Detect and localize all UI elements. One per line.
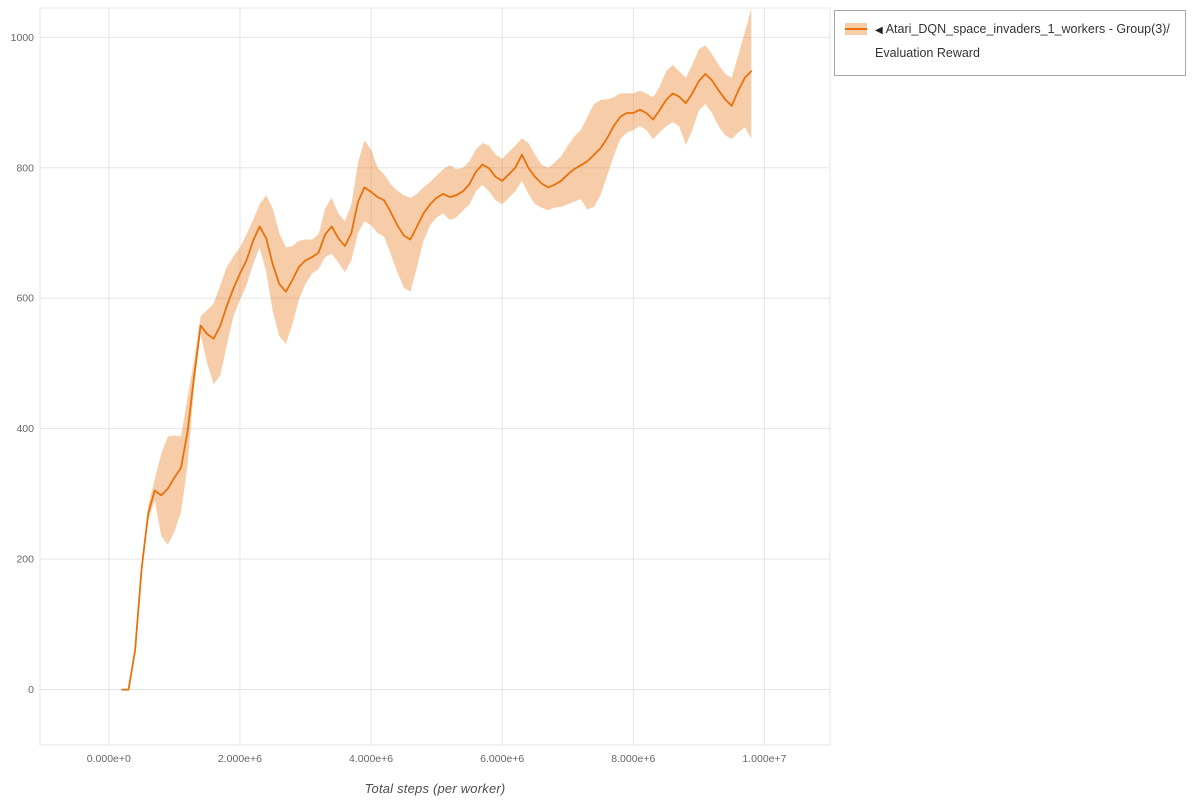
x-tick-label: 4.000e+6 — [349, 753, 393, 765]
collapse-triangle-icon: ◀ — [875, 25, 883, 36]
x-tick-label: 8.000e+6 — [611, 753, 655, 765]
series-line-swatch — [845, 28, 867, 30]
x-tick-label: 2.000e+6 — [218, 753, 262, 765]
y-tick-label: 1000 — [11, 32, 35, 44]
x-axis-title: Total steps (per worker) — [364, 781, 506, 796]
x-tick-label: 1.000e+7 — [742, 753, 786, 765]
y-tick-label: 600 — [16, 293, 34, 305]
series-swatch-icon — [845, 23, 867, 35]
series-line[interactable] — [121, 70, 753, 691]
plot-border — [39, 7, 831, 746]
confidence-band — [122, 8, 752, 690]
x-tick-label: 6.000e+6 — [480, 753, 524, 765]
series-name: Atari_DQN_space_invaders_1_workers - Gro… — [875, 22, 1170, 60]
y-tick-label: 400 — [16, 423, 34, 435]
x-tick-label: 0.000e+0 — [87, 753, 131, 765]
y-tick-label: 200 — [16, 554, 34, 566]
y-tick-label: 800 — [16, 162, 34, 174]
legend-label: ◀ Atari_DQN_space_invaders_1_workers - Gr… — [875, 18, 1175, 66]
legend[interactable]: ◀ Atari_DQN_space_invaders_1_workers - Gr… — [834, 10, 1186, 76]
y-tick-label: 0 — [28, 684, 34, 696]
